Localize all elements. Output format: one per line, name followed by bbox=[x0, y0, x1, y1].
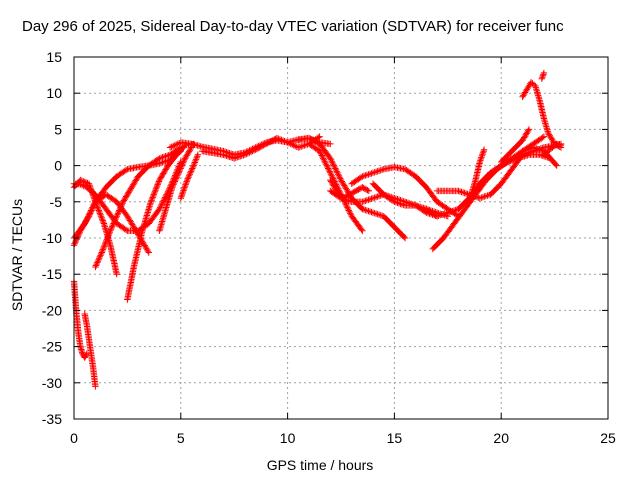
x-tick-label: 15 bbox=[387, 430, 403, 446]
x-tick-label: 25 bbox=[600, 430, 616, 446]
series-markers bbox=[81, 310, 99, 390]
x-tick-label: 20 bbox=[493, 430, 509, 446]
series-s9 bbox=[156, 144, 195, 234]
series-s17 bbox=[348, 163, 462, 220]
y-tick-label: -10 bbox=[42, 230, 62, 246]
y-tick-label: -30 bbox=[42, 375, 62, 391]
series-markers bbox=[156, 144, 195, 234]
series-s26 bbox=[538, 69, 548, 82]
series-s25 bbox=[519, 79, 565, 151]
series-s13 bbox=[295, 134, 409, 242]
chart-title: Day 296 of 2025, Sidereal Day-to-day VTE… bbox=[22, 18, 564, 35]
series-s28 bbox=[540, 140, 565, 158]
series-markers bbox=[476, 133, 548, 187]
series-s22 bbox=[466, 146, 488, 205]
data-points bbox=[70, 69, 565, 390]
series-markers bbox=[348, 163, 462, 220]
series-s7 bbox=[92, 144, 184, 271]
series-s2 bbox=[81, 310, 99, 390]
y-tick-label: -25 bbox=[42, 339, 62, 355]
series-markers bbox=[498, 126, 533, 166]
series-markers bbox=[519, 144, 560, 169]
y-tick-label: -35 bbox=[42, 411, 62, 427]
y-tick-label: 10 bbox=[46, 85, 62, 101]
y-tick-label: -5 bbox=[50, 194, 63, 210]
x-tick-label: 0 bbox=[70, 430, 78, 446]
series-s8 bbox=[124, 140, 197, 303]
series-s27 bbox=[519, 144, 560, 169]
series-s10 bbox=[177, 151, 202, 202]
y-axis-label: SDTVAR / TECUs bbox=[9, 198, 25, 312]
y-tick-label: 15 bbox=[46, 49, 62, 65]
series-markers bbox=[540, 140, 565, 158]
y-tick-label: -20 bbox=[42, 302, 62, 318]
grid-lines bbox=[74, 57, 608, 419]
series-markers bbox=[466, 146, 488, 205]
y-tick-label: 0 bbox=[54, 158, 62, 174]
x-axis-label: GPS time / hours bbox=[266, 457, 374, 473]
series-s23 bbox=[476, 133, 548, 187]
series-markers bbox=[519, 79, 565, 151]
x-axis-ticks: 0 5 10 15 20 25 bbox=[70, 57, 616, 446]
y-tick-label: -15 bbox=[42, 266, 62, 282]
x-tick-label: 10 bbox=[280, 430, 296, 446]
series-markers bbox=[538, 69, 548, 82]
series-markers bbox=[177, 151, 202, 202]
y-axis-ticks: -35 -30 -25 -20 -15 -10 -5 0 5 10 15 bbox=[42, 49, 608, 427]
series-markers bbox=[124, 140, 197, 303]
y-axis-label-wrap: SDTVAR / TECUs bbox=[2, 175, 32, 335]
y-tick-label: 5 bbox=[54, 121, 62, 137]
series-markers bbox=[92, 144, 184, 271]
series-markers bbox=[295, 134, 409, 242]
series-s24 bbox=[498, 126, 533, 166]
x-tick-label: 5 bbox=[177, 430, 185, 446]
